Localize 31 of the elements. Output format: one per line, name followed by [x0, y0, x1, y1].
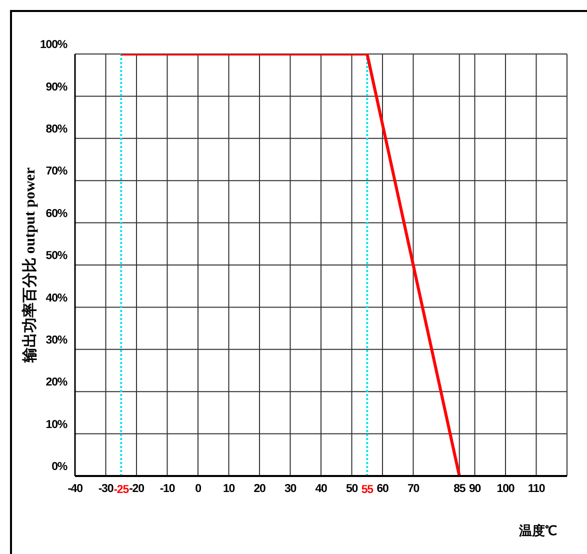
y-axis-title: 输出功率百分比 output power: [20, 167, 40, 363]
x-tick-label: 100: [496, 483, 514, 496]
x-tick-label: 10: [222, 483, 235, 496]
y-tick-label: 0%: [52, 461, 68, 474]
y-tick-label: 100%: [40, 39, 68, 52]
x-tick-label: 20: [254, 483, 266, 496]
x-tick-label: 70: [407, 483, 420, 496]
y-tick-label: 30%: [46, 334, 68, 346]
x-tick-label: -20: [129, 483, 144, 496]
x-tick-label: 50: [346, 483, 358, 496]
ref-line-label: -25: [114, 484, 130, 496]
x-tick-label: 85: [454, 483, 466, 496]
x-tick-label: 110: [528, 483, 545, 496]
y-tick-label: 20%: [46, 376, 68, 389]
y-tick-label: 60%: [46, 208, 68, 220]
x-tick-label: -10: [160, 483, 175, 496]
x-tick-label: 40: [315, 483, 327, 496]
x-tick-label: 30: [284, 483, 296, 496]
x-tick-label: 0: [195, 483, 202, 496]
y-tick-label: 70%: [46, 166, 68, 178]
x-tick-label: -40: [68, 483, 83, 496]
y-tick-label: 40%: [46, 292, 68, 304]
x-axis-title: 温度℃: [519, 522, 557, 540]
y-tick-label: 90%: [46, 81, 68, 94]
y-tick-label: 80%: [46, 123, 68, 136]
ref-line-label: 55: [361, 484, 374, 496]
x-tick-label: -30: [98, 483, 114, 496]
x-tick-label: 90: [468, 483, 481, 496]
x-tick-label: 60: [376, 483, 388, 496]
y-tick-label: 10%: [46, 418, 68, 431]
y-tick-label: 50%: [46, 250, 68, 262]
